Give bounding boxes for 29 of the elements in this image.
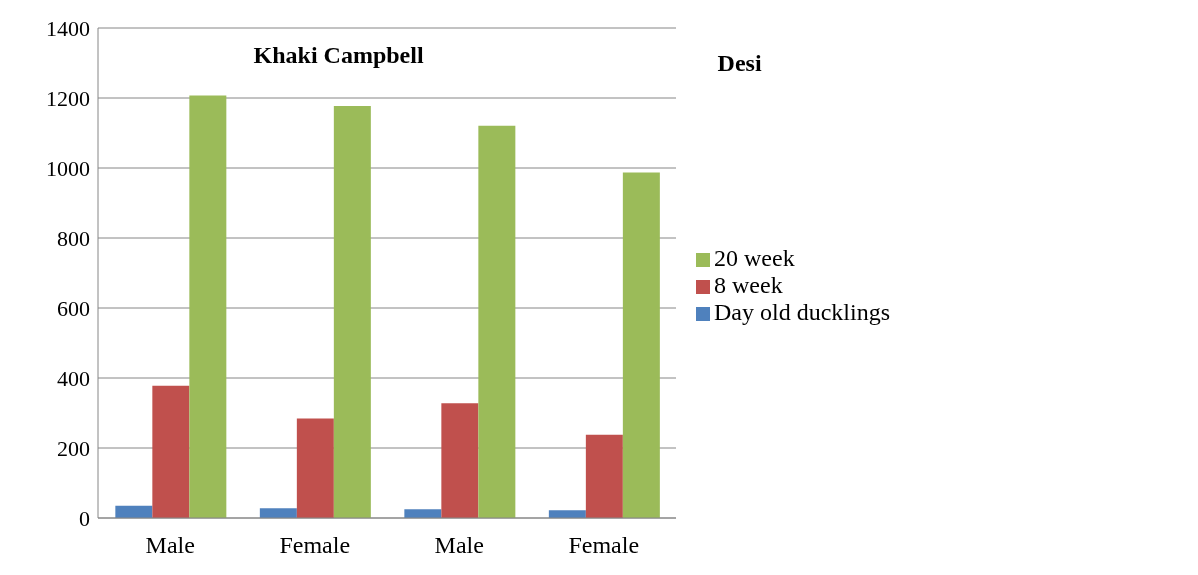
y-tick-label: 0 — [79, 505, 90, 531]
bar — [152, 385, 190, 518]
y-tick-label: 800 — [57, 225, 90, 251]
bar — [333, 106, 371, 518]
bar — [296, 418, 334, 518]
y-tick-label: 1000 — [46, 155, 90, 181]
bar — [189, 95, 227, 518]
bar — [548, 510, 586, 518]
legend-label: Day old ducklings — [714, 299, 890, 325]
bar — [404, 509, 442, 518]
x-tick-label: Female — [568, 532, 640, 559]
y-tick-label: 400 — [57, 365, 90, 391]
legend-label: 20 week — [714, 245, 795, 271]
x-tick-label: Male — [434, 532, 484, 559]
y-tick-label: 1400 — [46, 15, 90, 41]
bar — [115, 505, 153, 518]
text: Desi — [716, 50, 763, 77]
annotation: Khaki Campbell — [252, 42, 425, 69]
x-tick-label: Male — [145, 532, 195, 559]
y-tick-label: 1200 — [46, 85, 90, 111]
bar — [585, 434, 623, 518]
y-tick-label: 600 — [57, 295, 90, 321]
bar — [441, 403, 479, 518]
x-tick-label: Female — [279, 532, 351, 559]
legend-label: 8 week — [714, 272, 783, 298]
y-tick-label: 200 — [57, 435, 90, 461]
bar — [622, 172, 660, 518]
bar — [478, 125, 516, 518]
bar — [259, 508, 297, 518]
